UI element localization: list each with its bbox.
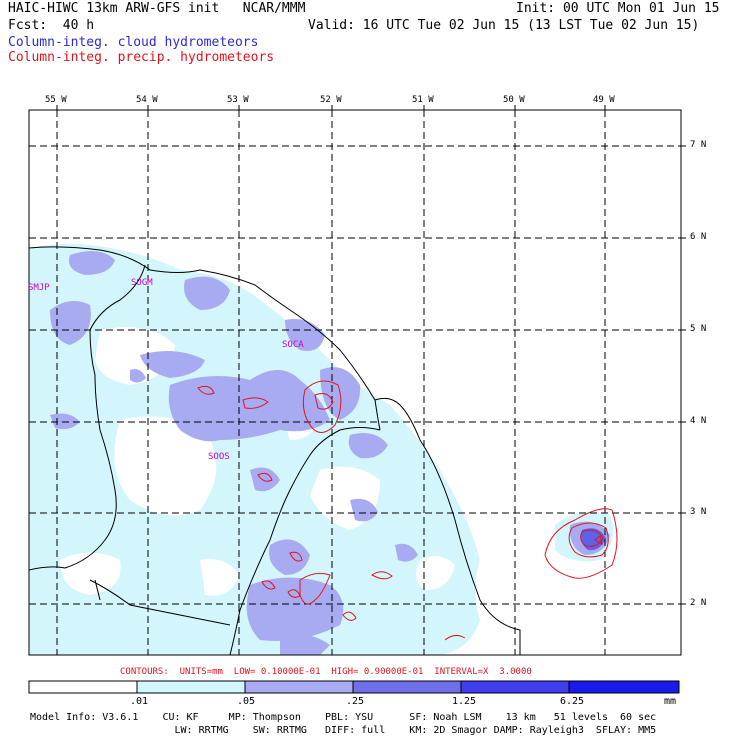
title-line: HAIC-HIWC 13km ARW-GFS init NCAR/MMM <box>8 1 306 16</box>
lat-label: 6 N <box>690 232 707 242</box>
model-info-line1: Model Info: V3.6.1 CU: KF MP: Thompson P… <box>30 712 657 723</box>
colorbar-label: .25 <box>346 696 365 707</box>
legend-precip: Column-integ. precip. hydrometeors <box>8 50 275 65</box>
lat-label: 2 N <box>690 598 707 608</box>
contour-info: CONTOURS: UNITS=mm LOW= 0.10000E-01 HIGH… <box>120 667 532 677</box>
init-time: Init: 00 UTC Mon 01 Jun 15 <box>516 1 720 16</box>
lon-label: 50 W <box>503 95 525 105</box>
lon-label: 52 W <box>320 95 342 105</box>
lon-label: 55 W <box>45 95 67 105</box>
precip-contours <box>197 380 618 641</box>
latlon-grid <box>29 110 681 655</box>
lon-label: 49 W <box>593 95 615 105</box>
station-label: SOCA <box>282 340 304 350</box>
lat-label: 4 N <box>690 416 707 426</box>
coastlines <box>29 246 521 655</box>
model-info-line2: LW: RRTMG SW: RRTMG DIFF: full KM: 2D Sm… <box>30 725 657 736</box>
station-label: SOOS <box>208 452 230 462</box>
plot-frame <box>28 109 682 656</box>
lat-label: 3 N <box>690 507 707 517</box>
colorbar-unit: mm <box>664 696 677 707</box>
cloud-medium-field <box>50 251 610 655</box>
lon-label: 51 W <box>412 95 434 105</box>
station-label: SOGM <box>131 278 153 288</box>
colorbar-label: 6.25 <box>560 696 585 707</box>
colorbar-label: .01 <box>130 696 149 707</box>
colorbar-label: 1.25 <box>452 696 477 707</box>
station-label: SMJP <box>28 283 50 293</box>
lat-label: 5 N <box>690 324 707 334</box>
lon-label: 53 W <box>227 95 249 105</box>
valid-time: Valid: 16 UTC Tue 02 Jun 15 (13 LST Tue … <box>308 18 700 33</box>
legend-cloud: Column-integ. cloud hydrometeors <box>8 35 259 50</box>
forecast-hour: Fcst: 40 h <box>8 18 95 33</box>
lat-label: 7 N <box>690 140 707 150</box>
lon-label: 54 W <box>136 95 158 105</box>
colorbar-label: .05 <box>237 696 256 707</box>
